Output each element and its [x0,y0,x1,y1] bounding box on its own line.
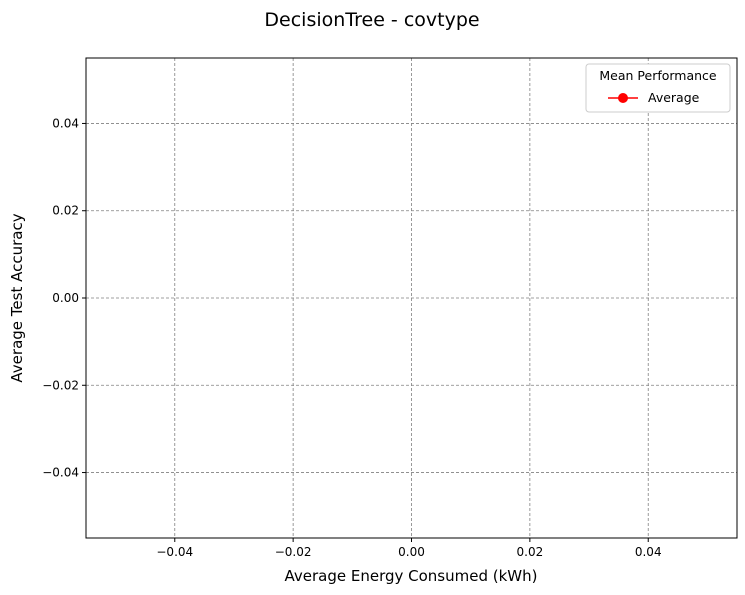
x-ticks: −0.04 −0.02 0.00 0.02 0.04 [156,538,662,559]
x-tick-label: 0.02 [517,545,544,559]
y-tick-label: −0.04 [42,466,79,480]
legend: Mean Performance Average [585,63,731,113]
x-tick-label: 0.04 [635,545,662,559]
y-axis-label: Average Test Accuracy [8,213,26,382]
legend-entry-average: Average [648,90,700,105]
chart-title: DecisionTree - covtype [264,9,479,31]
legend-title: Mean Performance [599,68,717,83]
y-tick-label: 0.04 [52,116,79,130]
grid [86,58,737,538]
x-tick-label: −0.02 [275,545,312,559]
y-tick-label: −0.02 [42,378,79,392]
legend-marker-average [618,93,628,103]
y-ticks: −0.04 −0.02 0.00 0.02 0.04 [42,116,86,480]
plot-area: −0.04 −0.02 0.00 0.02 0.04 −0.04 −0.02 0.00 0.0… [42,57,738,559]
y-tick-label: 0.02 [52,204,79,218]
x-tick-label: −0.04 [156,545,193,559]
x-tick-label: 0.00 [398,545,425,559]
y-tick-label: 0.00 [52,291,79,305]
x-axis-label: Average Energy Consumed (kWh) [285,567,538,585]
